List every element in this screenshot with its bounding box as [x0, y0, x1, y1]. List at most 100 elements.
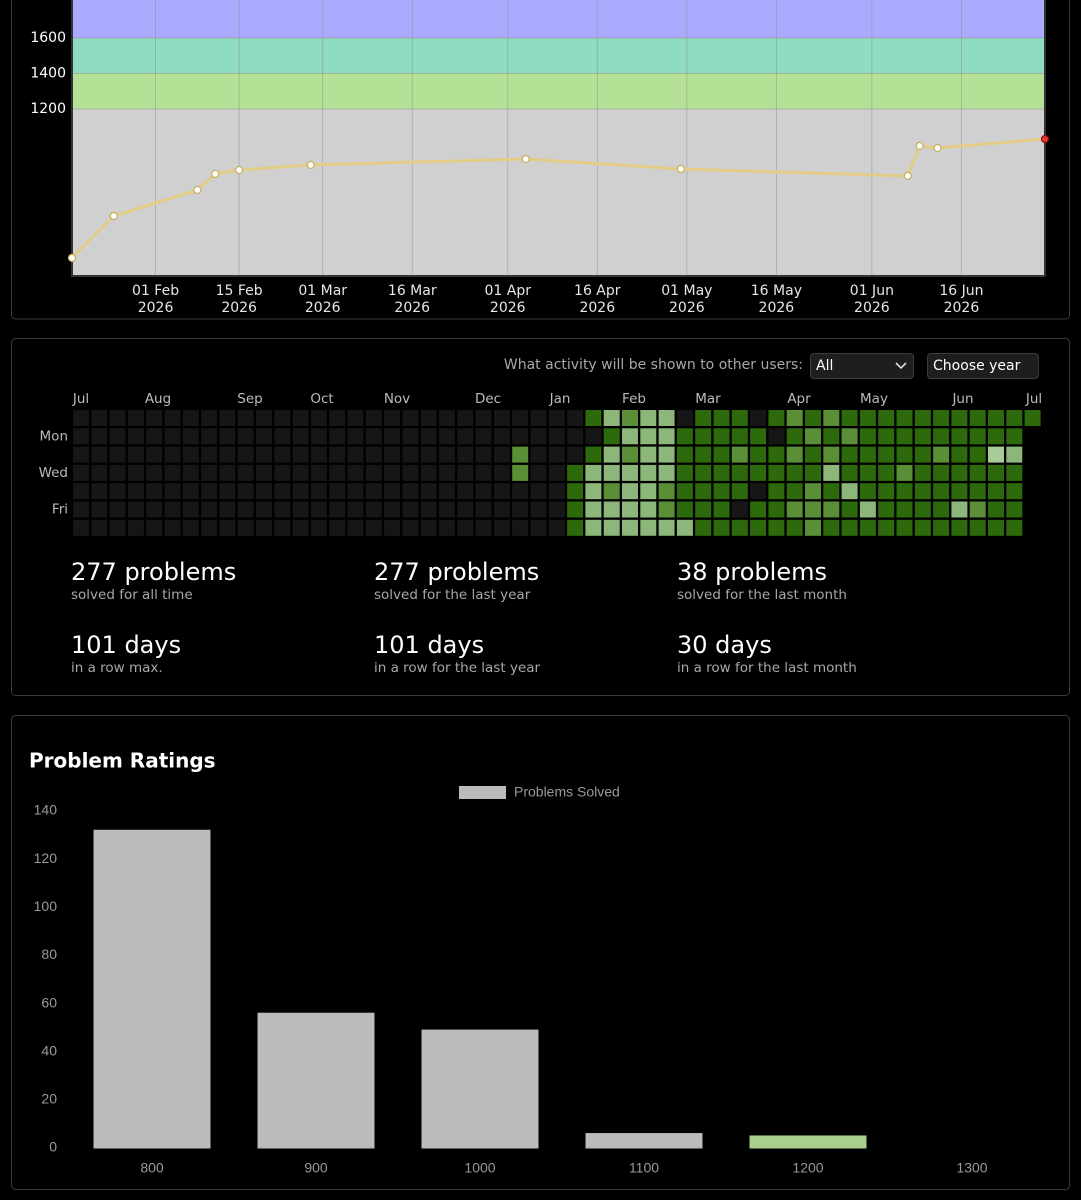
- activity-cell: [841, 410, 858, 426]
- activity-cell: [201, 428, 218, 445]
- activity-cell: [493, 483, 510, 500]
- activity-cell: [731, 483, 748, 500]
- activity-cell: [384, 501, 401, 518]
- activity-cell: [805, 483, 821, 500]
- activity-cell: [640, 410, 657, 426]
- activity-cell: [988, 483, 1004, 500]
- activity-cell: [384, 464, 401, 481]
- activity-cell: [420, 483, 437, 500]
- activity-cell: [512, 428, 529, 445]
- activity-cell: [329, 410, 346, 426]
- activity-cell: [786, 501, 803, 518]
- visibility-select[interactable]: All: [810, 353, 914, 379]
- activity-cell: [695, 464, 712, 481]
- activity-cell: [622, 483, 638, 500]
- month-label: Jan: [549, 391, 571, 407]
- activity-cell: [1006, 410, 1023, 426]
- activity-cell: [274, 464, 291, 481]
- activity-cell: [164, 410, 181, 426]
- x-tick-label: 1000: [464, 1160, 495, 1176]
- stat: 101 days in a row max.: [71, 631, 181, 677]
- activity-cell: [201, 464, 218, 481]
- stat-caption: in a row max.: [71, 660, 163, 676]
- activity-cell: [548, 519, 565, 536]
- activity-cell: [786, 410, 803, 426]
- activity-cell: [969, 446, 986, 463]
- x-tick-label: 01 Mar 2026: [298, 283, 348, 316]
- activity-cell: [750, 519, 767, 536]
- year-select[interactable]: Choose year: [927, 353, 1039, 379]
- activity-cell: [841, 501, 858, 518]
- activity-cell: [384, 428, 401, 445]
- activity-cell: [896, 483, 913, 500]
- activity-cell: [201, 501, 218, 518]
- activity-cell: [127, 519, 144, 536]
- activity-cell: [91, 410, 108, 426]
- activity-cell: [274, 501, 291, 518]
- activity-cell: [164, 501, 181, 518]
- activity-cell: [292, 483, 309, 500]
- stat: 38 problems solved for the last month: [677, 558, 847, 604]
- activity-cell: [292, 501, 309, 518]
- rating-point: [903, 171, 912, 180]
- activity-cell: [969, 428, 986, 445]
- activity-cell: [457, 446, 474, 463]
- activity-cell: [585, 428, 602, 445]
- activity-cell: [182, 446, 199, 463]
- activity-cell: [951, 519, 968, 536]
- activity-cell: [365, 501, 382, 518]
- stat-value: 101 days: [374, 631, 485, 659]
- activity-cell: [603, 446, 620, 463]
- activity-cell: [658, 519, 675, 536]
- activity-cell: [731, 501, 748, 518]
- activity-cell: [896, 428, 913, 445]
- activity-cell: [878, 410, 895, 426]
- x-tick-label: 800: [140, 1160, 164, 1176]
- rating-band: [72, 73, 1045, 109]
- y-tick-label: 20: [41, 1091, 57, 1107]
- activity-cell: [859, 519, 876, 536]
- activity-cell: [475, 501, 492, 518]
- activity-cell: [585, 501, 602, 518]
- activity-cell: [512, 501, 529, 518]
- activity-cell: [365, 446, 382, 463]
- activity-cell: [567, 519, 584, 536]
- activity-cell: [786, 519, 803, 536]
- activity-cell: [530, 464, 547, 481]
- activity-cell: [896, 446, 913, 463]
- activity-cell: [658, 446, 675, 463]
- bar: [257, 1012, 375, 1149]
- month-label: Oct: [310, 391, 333, 407]
- activity-cell: [622, 428, 638, 445]
- activity-cell: [329, 501, 346, 518]
- activity-cell: [457, 501, 474, 518]
- activity-cell: [530, 428, 547, 445]
- activity-cell: [603, 428, 620, 445]
- y-tick-label: 1200: [30, 101, 66, 117]
- activity-cell: [969, 410, 986, 426]
- activity-cell: [823, 519, 840, 536]
- activity-cell: [841, 428, 858, 445]
- bar: [93, 829, 211, 1149]
- activity-cell: [475, 464, 492, 481]
- activity-cell: [182, 428, 199, 445]
- activity-cell: [91, 464, 108, 481]
- activity-cell: [274, 428, 291, 445]
- activity-cell: [676, 501, 693, 518]
- activity-cell: [914, 446, 931, 463]
- x-tick-label: 01 May 2026: [661, 283, 713, 316]
- activity-cell: [512, 464, 529, 481]
- activity-cell: [402, 483, 419, 500]
- activity-cell: [347, 428, 364, 445]
- activity-cell: [585, 446, 602, 463]
- activity-cell: [439, 410, 455, 426]
- activity-cell: [1006, 446, 1023, 463]
- month-label: Jul: [72, 391, 89, 407]
- activity-cell: [640, 446, 657, 463]
- activity-cell: [1006, 483, 1023, 500]
- stat-value: 277 problems: [374, 558, 540, 586]
- bar: [585, 1133, 703, 1149]
- activity-cell: [676, 410, 693, 426]
- activity-cell: [750, 446, 767, 463]
- activity-cell: [786, 428, 803, 445]
